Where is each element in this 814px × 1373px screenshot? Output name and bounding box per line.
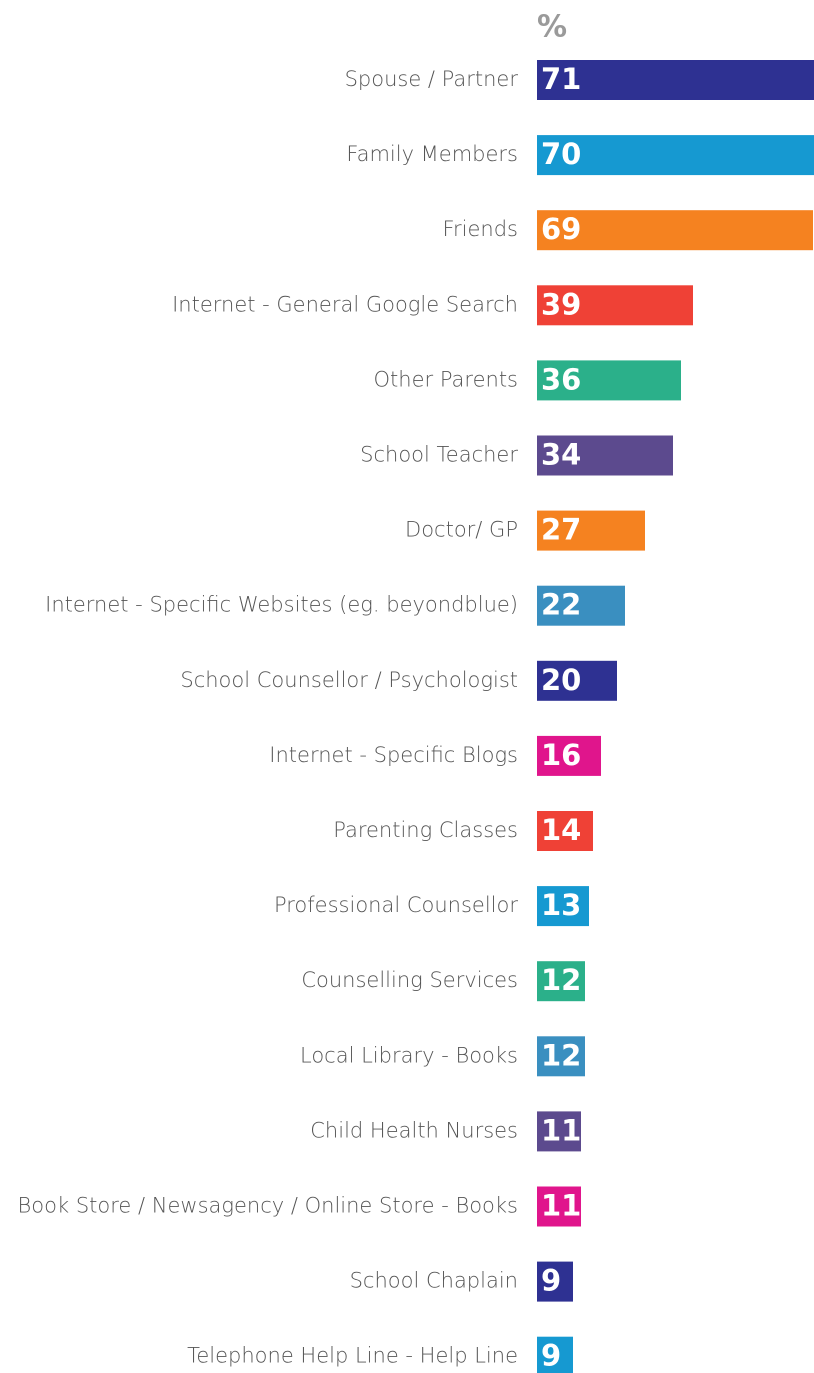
category-label: Other Parents — [374, 367, 518, 391]
category-label: Counselling Services — [301, 968, 518, 992]
value-label: 71 — [541, 62, 581, 96]
value-label: 14 — [541, 813, 581, 847]
bar — [537, 510, 645, 551]
value-label: 9 — [541, 1264, 561, 1298]
category-label: Family Members — [346, 142, 518, 166]
bar — [537, 1036, 585, 1077]
bar — [537, 435, 673, 476]
bar — [537, 135, 814, 176]
category-label: Doctor/ GP — [405, 518, 518, 542]
bar — [537, 60, 814, 100]
bar — [537, 811, 593, 851]
bar — [537, 1186, 581, 1227]
bar — [537, 886, 589, 927]
bar — [537, 1111, 581, 1152]
bar — [537, 360, 681, 401]
value-label: 36 — [541, 362, 581, 396]
value-label: 9 — [541, 1339, 561, 1373]
value-label: 12 — [541, 1038, 581, 1072]
category-label: Parenting Classes — [333, 818, 518, 842]
chart-title: % — [537, 10, 567, 45]
value-label: 34 — [541, 438, 581, 472]
category-label: Telephone Help Line - Help Line — [187, 1344, 518, 1368]
bar — [537, 660, 617, 701]
bar — [537, 1336, 573, 1373]
category-label: Local Library - Books — [300, 1043, 518, 1067]
value-label: 69 — [541, 212, 581, 246]
category-label: School Chaplain — [350, 1269, 518, 1293]
value-label: 13 — [541, 888, 581, 922]
value-label: 22 — [541, 588, 581, 622]
category-label: Professional Counsellor — [274, 893, 518, 917]
bar — [537, 210, 813, 251]
value-label: 70 — [541, 137, 581, 171]
category-label: Spouse / Partner — [345, 67, 519, 91]
category-label: Internet - General Google Search — [172, 292, 518, 316]
value-label: 11 — [541, 1189, 581, 1223]
category-label: Child Health Nurses — [310, 1118, 518, 1142]
category-label: Book Store / Newsagency / Online Store -… — [18, 1194, 518, 1218]
value-label: 11 — [541, 1113, 581, 1147]
value-label: 12 — [541, 963, 581, 997]
value-label: 16 — [541, 738, 581, 772]
bar — [537, 285, 693, 326]
category-label: Internet - Specific Websites (eg. beyond… — [45, 593, 518, 617]
bar — [537, 1261, 573, 1302]
bar — [537, 961, 585, 1002]
value-label: 39 — [541, 287, 581, 321]
category-label: School Teacher — [360, 443, 518, 467]
category-label: Friends — [442, 217, 518, 241]
bar — [537, 585, 625, 626]
category-label: Internet - Specific Blogs — [269, 743, 518, 767]
value-label: 20 — [541, 663, 581, 697]
bar — [537, 735, 601, 776]
category-label: School Counsellor / Psychologist — [180, 668, 518, 692]
value-label: 27 — [541, 513, 581, 547]
